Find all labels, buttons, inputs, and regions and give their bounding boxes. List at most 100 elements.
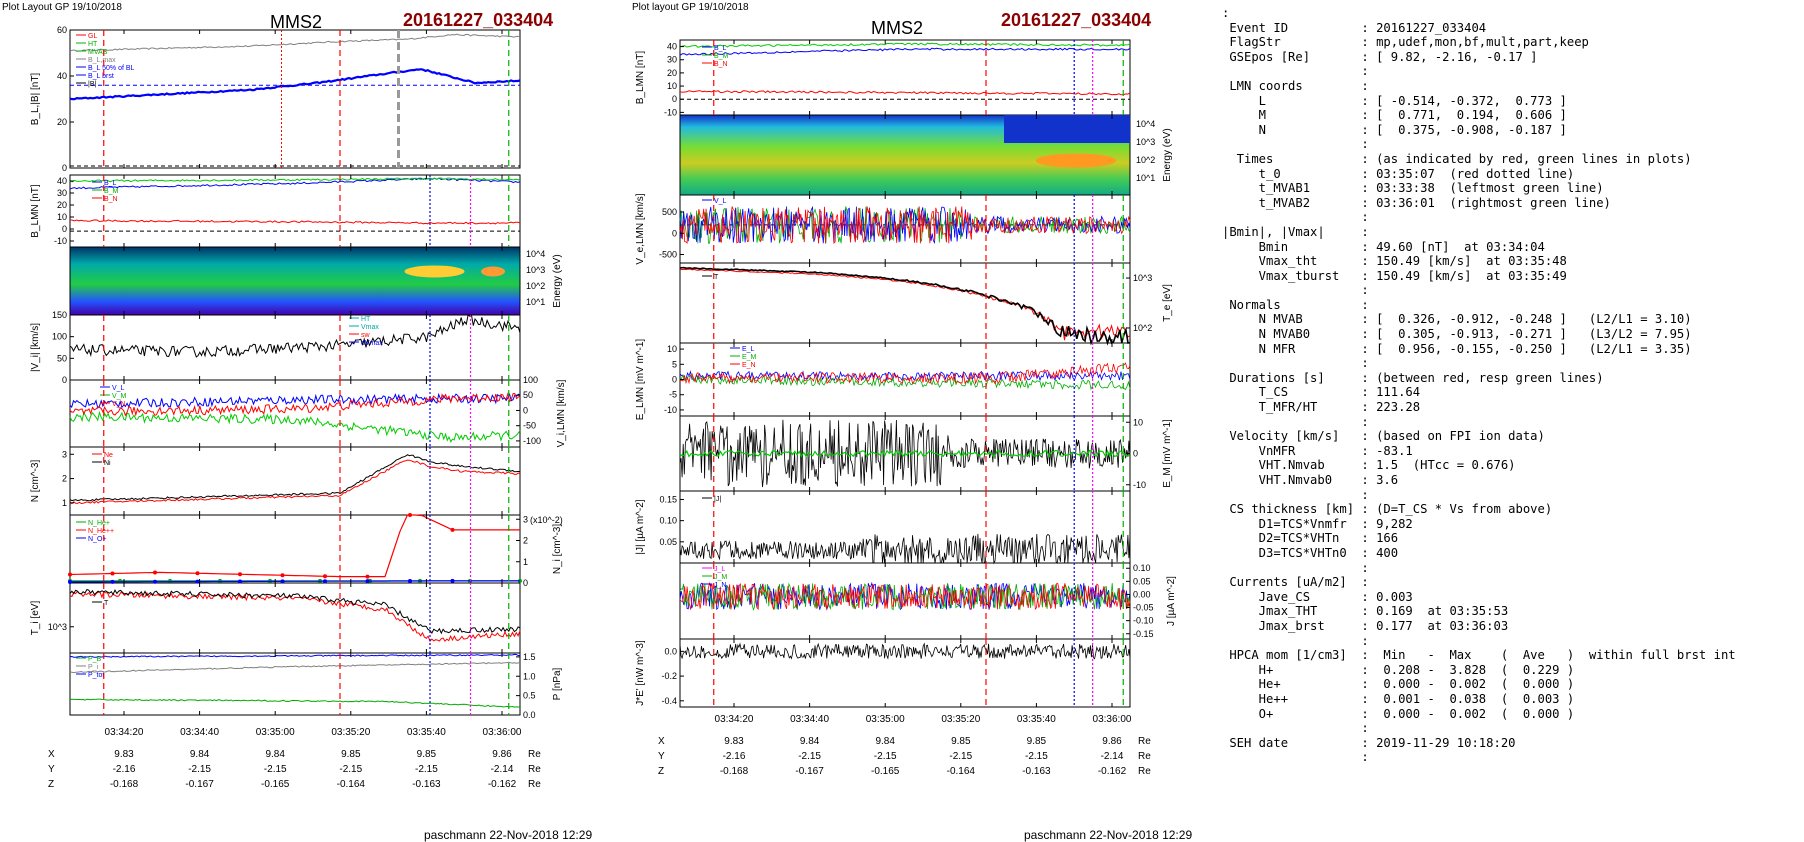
noise-trace [679, 374, 1131, 391]
legend-label: |B| [88, 81, 96, 88]
summary-line: D1=TCS*Vnmfr : 9,282 [1222, 516, 1413, 531]
pos-value: -2.15 [188, 764, 211, 775]
y-tick-label: 30 [667, 55, 677, 65]
pos-unit: Re [528, 764, 541, 775]
y-axis-label: B_L,|B| [nT] [30, 73, 41, 126]
y-axis-label: |V_i| [km/s] [30, 323, 41, 372]
vi-lmn-axis-label: V_i,LMN [km/s] [556, 379, 567, 447]
data-point [450, 578, 455, 583]
summary-line: Times : (as indicated by red, green line… [1222, 151, 1692, 166]
pos-value: -2.15 [874, 751, 897, 762]
data-point [280, 573, 285, 578]
y-tick-label: 100 [523, 375, 538, 385]
legend-label: dVmax [361, 340, 383, 347]
pos-value: -2.15 [415, 764, 438, 775]
event-summary: : Event ID : 20161227_033404 FlagStr : m… [1222, 6, 1736, 765]
summary-line: : [1222, 64, 1369, 79]
y-tick-label: 500 [662, 207, 677, 217]
noise-trace [679, 581, 1131, 610]
y-tick-label: -0.15 [1133, 629, 1154, 639]
pos-value: -2.15 [264, 764, 287, 775]
plot2-footer: paschmann 22-Nov-2018 12:29 [1024, 828, 1193, 842]
series-t [679, 266, 1131, 346]
summary-line: t_MVAB2 : 03:36:01 (rightmost green line… [1222, 195, 1611, 210]
pos-value: -2.16 [723, 751, 746, 762]
summary-line: : [1222, 6, 1230, 20]
summary-line: : [1222, 414, 1369, 429]
summary-line: N MVAB0 : [ 0.305, -0.913, -0.271 ] (L3/… [1222, 327, 1692, 342]
data-point [68, 579, 72, 584]
summary-line: H+ : 0.208 - 3.828 ( 0.229 ) [1222, 662, 1575, 677]
summary-line: SEH date : 2019-11-29 10:18:20 [1222, 735, 1516, 750]
data-point [280, 579, 285, 584]
legend-label: T [714, 274, 719, 281]
data-point [218, 578, 222, 583]
data-point [153, 570, 157, 575]
x-tick-label: 03:36:00 [483, 727, 522, 738]
legend-label: GL [88, 33, 97, 40]
data-point [450, 527, 455, 532]
series-b-n [679, 90, 1131, 96]
summary-line: VnMFR : -83.1 [1222, 443, 1413, 458]
spectrogram-region [1004, 115, 1130, 143]
summary-line: |Bmin|, |Vmax| : [1222, 224, 1369, 239]
y-tick-label: 3 [523, 514, 528, 524]
energy-axis-label: Energy (eV) [552, 254, 563, 307]
y-tick-label: -10 [54, 236, 67, 246]
pos-value: 9.83 [724, 736, 744, 747]
y-tick-label: 10 [1133, 417, 1143, 427]
summary-line: T_MFR/HT : 223.28 [1222, 400, 1421, 415]
pos-value: -0.165 [261, 779, 290, 790]
panel-frame [69, 446, 521, 516]
noise-trace [679, 205, 1131, 245]
energy-tick-label: 10^1 [526, 297, 545, 307]
panel-frame [69, 379, 521, 448]
summary-line: Jmax_brst : 0.177 at 03:36:03 [1222, 618, 1509, 633]
legend-label: J_N [714, 582, 726, 589]
pos-row-label: Z [48, 779, 54, 790]
summary-line: Jave_CS : 0.003 [1222, 589, 1413, 604]
energy-tick-label: 10^2 [1136, 155, 1155, 165]
noise-trace [679, 533, 1131, 565]
series-n-he- [69, 514, 520, 578]
pos-value: -2.15 [1025, 751, 1048, 762]
ni-scale-note: (x10^-2) [530, 515, 563, 525]
y-tick-label: 3 [62, 449, 67, 459]
y-tick-label: 50 [523, 390, 533, 400]
y-tick-label: 0 [1133, 449, 1138, 459]
pos-value: 9.85 [341, 749, 361, 760]
data-point [323, 574, 327, 579]
ni-axis-label: N_i [cm^-3] [552, 524, 563, 574]
y-tick-label: 50 [57, 353, 67, 363]
series-n-o- [70, 580, 520, 583]
spectrogram-hotspot [1036, 153, 1116, 168]
y-tick-label: -500 [659, 250, 677, 260]
y-tick-label: 100 [52, 332, 67, 342]
energy-tick-label: 10^2 [526, 281, 545, 291]
y-tick-label: 0.05 [659, 537, 677, 547]
legend-label: MVAB [88, 49, 108, 56]
noise-trace [679, 362, 1131, 385]
y-tick-label: 0.00 [1133, 589, 1151, 599]
pos-value: -2.14 [491, 764, 514, 775]
y-tick-label: -10 [664, 405, 677, 415]
pos-value: -0.162 [1098, 766, 1127, 777]
legend-label: N_He++ [88, 528, 114, 535]
summary-line: He++ : 0.001 - 0.038 ( 0.003 ) [1222, 691, 1575, 706]
summary-line: : [1222, 137, 1369, 152]
pos-value: -0.167 [795, 766, 824, 777]
panel-frame [69, 29, 521, 169]
summary-line: VHT.Nmvab0 : 3.6 [1222, 473, 1399, 487]
panel-frame [679, 39, 1131, 116]
y-tick-label: 0.15 [659, 494, 677, 504]
data-point [408, 578, 412, 583]
pos-value: 9.84 [265, 749, 285, 760]
legend-label: E_N [742, 362, 756, 369]
y-axis-label: N [cm^-3] [30, 460, 41, 503]
data-point [365, 579, 370, 584]
pos-row-label: Z [658, 766, 664, 777]
panel-frame [69, 174, 521, 248]
panel-frame [679, 194, 1131, 264]
